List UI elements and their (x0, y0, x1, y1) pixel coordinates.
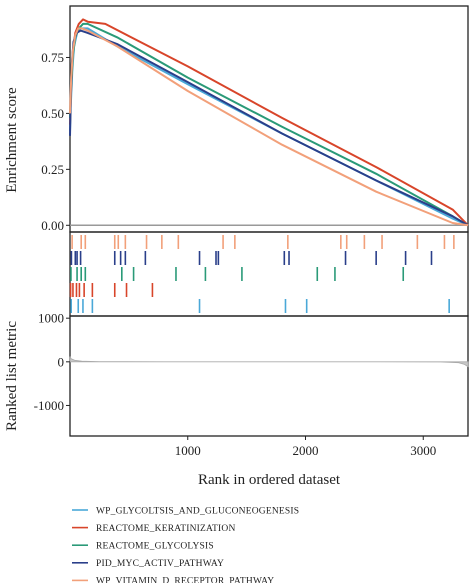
ranked-metric-area (69, 356, 469, 368)
metric-panel: 1000 0 -1000 1000 2000 3000 Ranked list metr… (4, 311, 469, 488)
enrichment-curves (69, 18, 469, 227)
es-curve (69, 29, 469, 227)
x-axis-title: Rank in ordered dataset (198, 472, 341, 488)
x-tick-label: 1000 (175, 443, 201, 458)
x-axis-ticks: 1000 2000 3000 (175, 436, 436, 458)
legend-label: REACTOME_KERATINIZATION (96, 524, 236, 534)
x-tick-label: 2000 (293, 443, 319, 458)
y-tick-label: 0 (58, 354, 65, 369)
y-tick-label: 0.00 (41, 218, 64, 233)
hits-panel (69, 231, 469, 317)
es-curve (69, 27, 469, 227)
metric-panel-frame (69, 315, 469, 437)
enrichment-y-title: Enrichment score (4, 87, 20, 193)
hit-marks (69, 235, 455, 313)
enrichment-panel: 0.00 0.25 0.50 0.75 Enrichment score (4, 5, 469, 233)
y-tick-label: 0.25 (41, 162, 64, 177)
x-tick-label: 3000 (410, 443, 436, 458)
legend-label: PID_MYC_ACTIV_PATHWAY (96, 559, 224, 569)
legend-label: WP_VITAMIN_D_RECEPTOR_PATHWAY (96, 577, 274, 583)
y-tick-label: 1000 (38, 311, 64, 326)
legend: WP_GLYCOLTSIS_AND_GLUCONEOGENESIS REACTOM… (72, 506, 299, 583)
y-tick-label: -1000 (34, 398, 64, 413)
enrichment-y-ticks: 0.00 0.25 0.50 0.75 (41, 50, 70, 233)
y-tick-label: 0.75 (41, 50, 64, 65)
metric-y-title: Ranked list metric (4, 321, 20, 431)
legend-label: WP_GLYCOLTSIS_AND_GLUCONEOGENESIS (96, 506, 299, 516)
y-tick-label: 0.50 (41, 106, 64, 121)
legend-label: REACTOME_GLYCOLYSIS (96, 542, 214, 552)
hits-panel-frame (69, 231, 469, 317)
metric-y-ticks: 1000 0 -1000 (34, 311, 70, 413)
